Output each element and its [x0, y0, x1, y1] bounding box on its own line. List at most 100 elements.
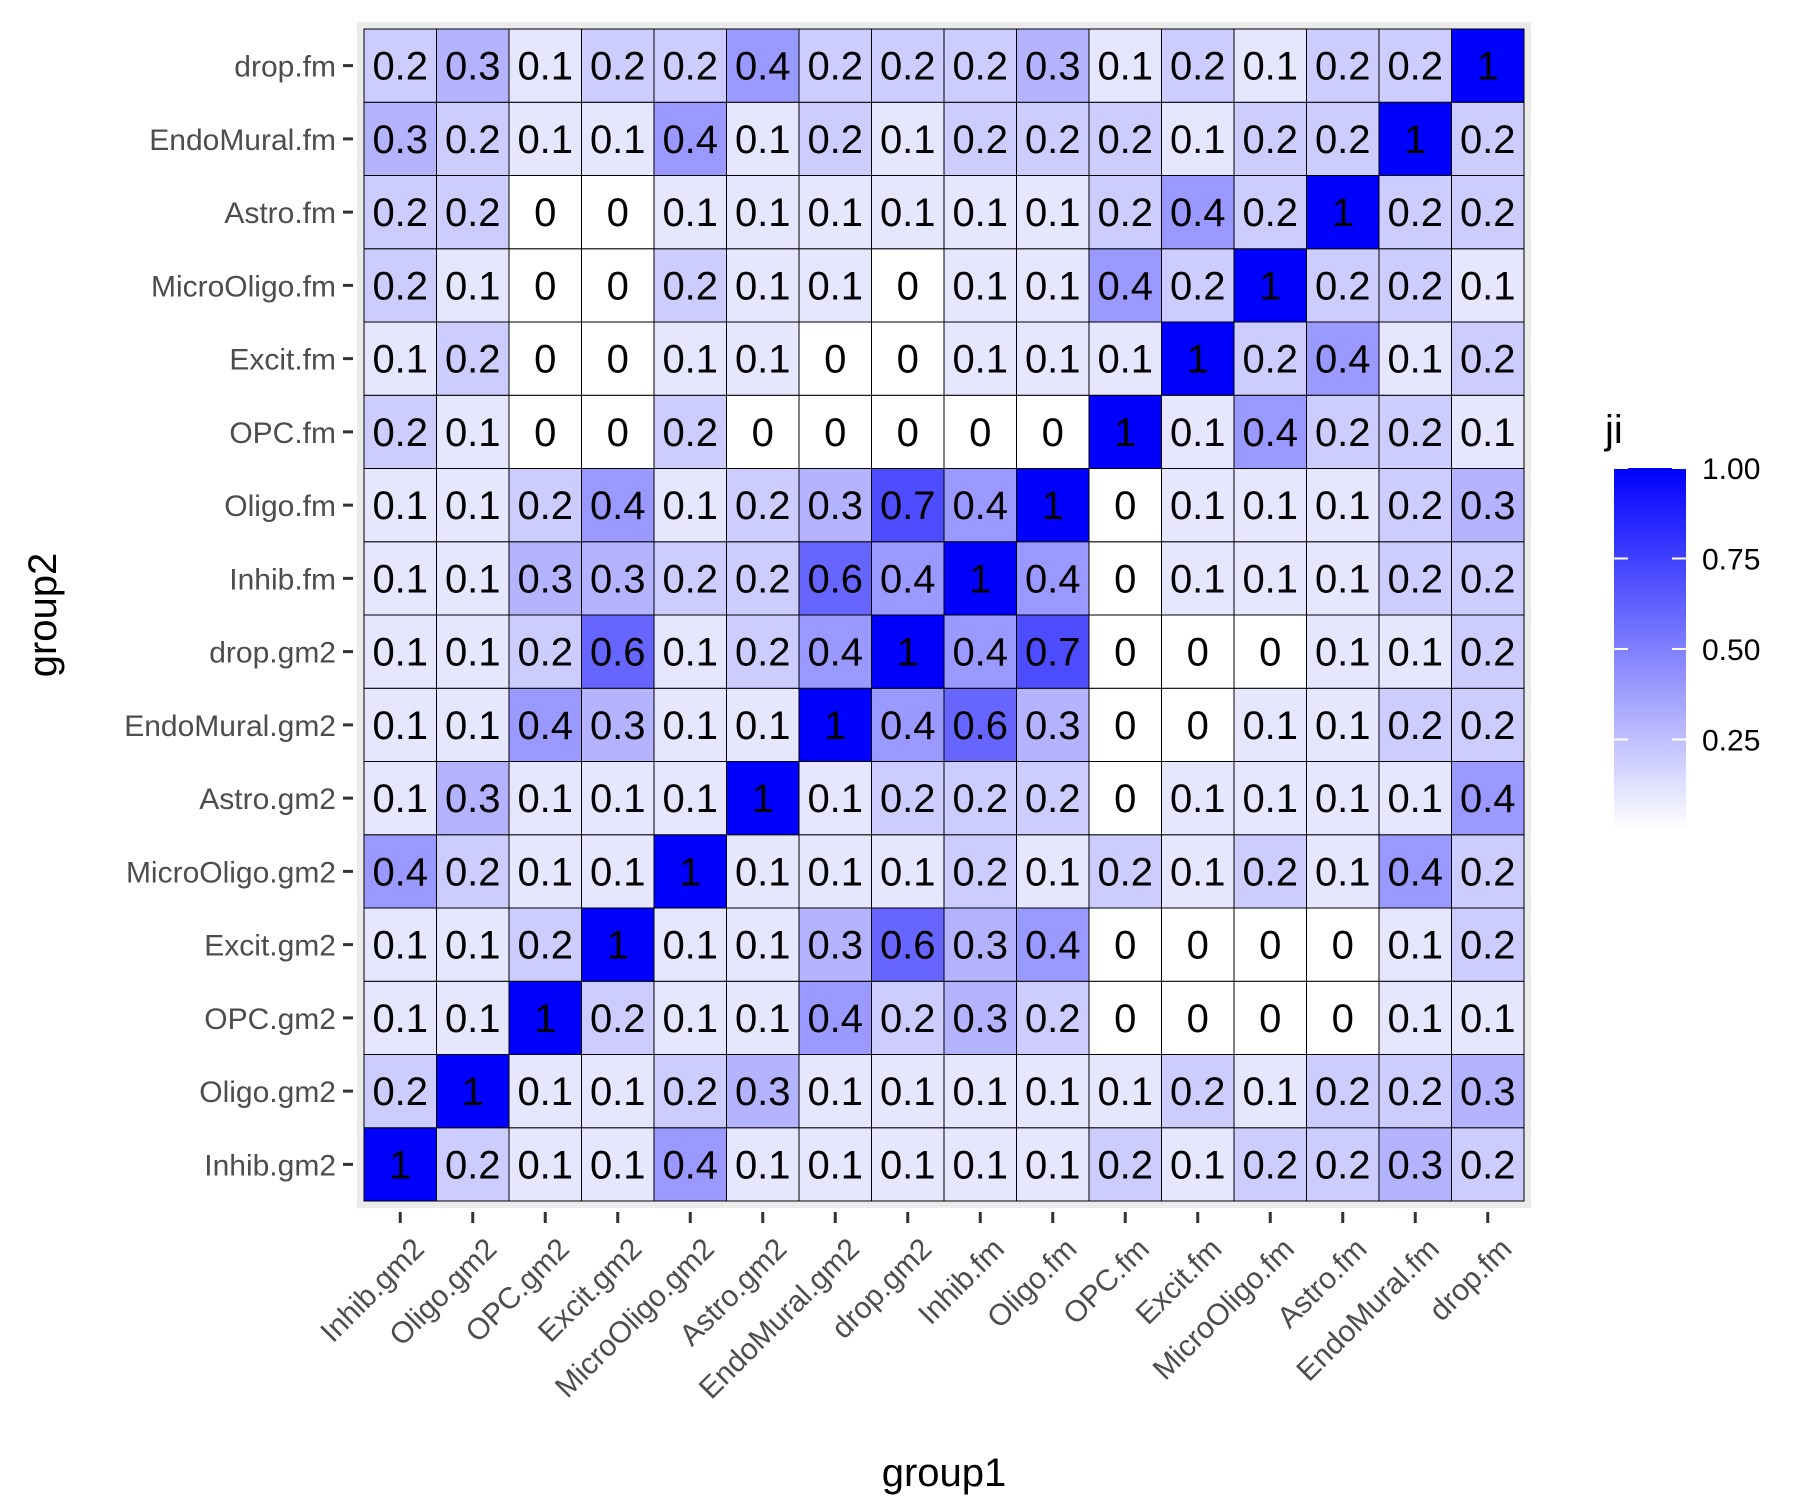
heatmap-cell — [1233, 394, 1307, 469]
cell-value-label: 0.2 — [1170, 264, 1226, 308]
heatmap-cell — [798, 248, 872, 323]
heatmap-cell — [1306, 1127, 1380, 1202]
heatmap-cell — [1233, 687, 1307, 762]
cell-value-label: 0 — [752, 411, 774, 455]
heatmap-cell — [943, 761, 1017, 836]
cell-value-label: 0 — [824, 411, 846, 455]
heatmap-cell — [798, 614, 872, 689]
heatmap-cell — [1088, 614, 1162, 689]
cell-value-label: 0.2 — [1025, 118, 1081, 162]
cell-value-label: 0.1 — [735, 924, 791, 968]
cell-value-label: 0.4 — [880, 557, 936, 601]
heatmap-cell — [1233, 761, 1307, 836]
heatmap-cell — [1088, 687, 1162, 762]
heatmap-cell — [1088, 394, 1162, 469]
cell-value-label: 0.6 — [807, 557, 863, 601]
heatmap-cell — [1306, 834, 1380, 909]
cell-value-label: 0.2 — [1315, 118, 1371, 162]
heatmap-cell — [726, 761, 800, 836]
heatmap-cell — [1161, 980, 1235, 1055]
cell-value-label: 0.2 — [1387, 411, 1443, 455]
cell-value-label: 0.1 — [517, 1143, 573, 1187]
y-tick-label: EndoMural.gm2 — [124, 710, 336, 743]
heatmap-cell — [1378, 687, 1452, 762]
cell-value-label: 0.4 — [1242, 411, 1298, 455]
cell-value-label: 0.1 — [1387, 631, 1443, 675]
legend-tick-label: 0.50 — [1702, 634, 1760, 667]
heatmap-cell — [508, 248, 582, 323]
heatmap-cell — [726, 1127, 800, 1202]
cell-value-label: 0.2 — [1387, 557, 1443, 601]
cell-value-label: 0.2 — [445, 118, 501, 162]
heatmap-cell — [1161, 687, 1235, 762]
cell-value-label: 0 — [1187, 631, 1209, 675]
cell-value-label: 0 — [897, 411, 919, 455]
heatmap-cell — [1233, 1127, 1307, 1202]
cell-value-label: 0.1 — [880, 118, 936, 162]
cell-value-label: 0.4 — [807, 997, 863, 1041]
cell-value-label: 0.4 — [1097, 264, 1153, 308]
cell-value-label: 0.7 — [880, 484, 936, 528]
cell-value-label: 0.2 — [1025, 997, 1081, 1041]
heatmap-cell — [1088, 907, 1162, 982]
cell-value-label: 0.2 — [1097, 1143, 1153, 1187]
heatmap-cell — [726, 28, 800, 103]
heatmap-cell — [653, 761, 727, 836]
cell-value-label: 0.2 — [807, 118, 863, 162]
y-tick-label: Inhib.fm — [229, 563, 336, 596]
heatmap-cell — [1451, 541, 1525, 616]
cell-value-label: 0.2 — [662, 1070, 718, 1114]
cell-value-label: 0.2 — [1170, 1070, 1226, 1114]
cell-value-label: 0.2 — [1315, 45, 1371, 89]
x-axis-title: group1 — [882, 1451, 1007, 1495]
heatmap-cell — [1161, 28, 1235, 103]
cell-value-label: 0.2 — [662, 411, 718, 455]
heatmap-cell — [1016, 980, 1090, 1055]
heatmap-cell — [653, 834, 727, 909]
cell-value-label: 0.1 — [517, 45, 573, 89]
cell-value-label: 0.1 — [1460, 997, 1516, 1041]
heatmap-cell — [943, 1054, 1017, 1129]
cell-value-label: 0.2 — [1097, 191, 1153, 235]
cell-value-label: 0 — [1259, 997, 1281, 1041]
y-tick-label: Excit.gm2 — [204, 930, 336, 963]
cell-value-label: 0.2 — [445, 1143, 501, 1187]
cell-value-label: 0.2 — [1170, 45, 1226, 89]
heatmap-cell — [1161, 614, 1235, 689]
cell-value-label: 0.1 — [880, 1070, 936, 1114]
heatmap-cell — [1233, 321, 1307, 396]
cell-value-label: 0.1 — [1097, 1070, 1153, 1114]
cell-value-label: 0.1 — [1315, 777, 1371, 821]
x-axis: Inhib.gm2Oligo.gm2OPC.gm2Excit.gm2MicroO… — [314, 1212, 1518, 1405]
heatmap-cell — [1378, 541, 1452, 616]
heatmap-cell — [871, 614, 945, 689]
heatmap-cell — [508, 101, 582, 176]
y-tick-label: OPC.fm — [229, 417, 336, 450]
heatmap-cell — [1451, 614, 1525, 689]
cell-value-label: 0.2 — [517, 631, 573, 675]
heatmap-cell — [508, 834, 582, 909]
cell-value-label: 0.1 — [807, 1143, 863, 1187]
heatmap-cell — [1161, 101, 1235, 176]
cell-value-label: 0 — [1332, 924, 1354, 968]
cell-value-label: 0.1 — [445, 924, 501, 968]
heatmap-cell — [1016, 541, 1090, 616]
cell-value-label: 0.1 — [952, 1070, 1008, 1114]
cell-value-label: 0.1 — [735, 191, 791, 235]
heatmap-cell — [1378, 248, 1452, 323]
cell-value-label: 0.1 — [445, 557, 501, 601]
cell-value-label: 0 — [1042, 411, 1064, 455]
heatmap-cell — [653, 980, 727, 1055]
heatmap-cell — [363, 1054, 437, 1129]
cell-value-label: 0.1 — [590, 1143, 646, 1187]
heatmap-cell — [1233, 28, 1307, 103]
heatmap-cell — [871, 834, 945, 909]
heatmap-cell — [436, 248, 510, 323]
cell-value-label: 0.4 — [952, 631, 1008, 675]
heatmap-cell — [581, 28, 655, 103]
heatmap-cell — [1451, 394, 1525, 469]
cell-value-label: 1 — [607, 924, 629, 968]
heatmap-cell — [1233, 834, 1307, 909]
cell-value-label: 0.1 — [1025, 1070, 1081, 1114]
heatmap-cell — [508, 687, 582, 762]
